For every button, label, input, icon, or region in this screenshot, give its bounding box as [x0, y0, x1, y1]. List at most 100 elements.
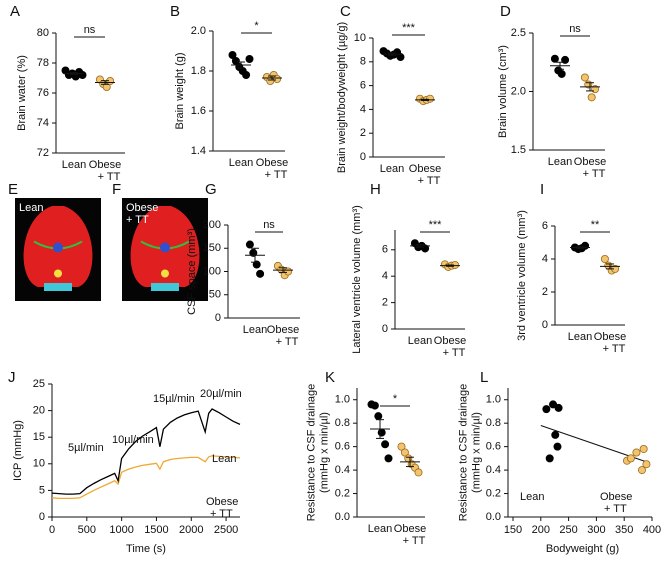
data-point	[374, 412, 383, 421]
x-tick-label: Obese	[434, 335, 466, 347]
x-tick-label: Obese	[394, 523, 426, 535]
x-tick-label: 500	[78, 524, 96, 536]
panel-letter: J	[8, 369, 16, 386]
third-ventricle	[160, 242, 170, 253]
y-tick-label: 0	[542, 319, 548, 331]
x-tick-label: + TT	[603, 343, 626, 355]
y-axis-title: CSF space (mm³)	[186, 228, 198, 315]
data-point	[600, 254, 609, 263]
y-tick-label: 150	[203, 242, 221, 254]
y-tick-label: 6	[542, 220, 548, 232]
x-tick-label: + TT	[265, 169, 288, 181]
series-label: Lean	[212, 453, 236, 465]
y-tick-label: 2	[542, 286, 548, 298]
third-ventricle	[53, 242, 63, 253]
y-tick-label: 1.4	[191, 145, 206, 157]
data-point	[245, 240, 254, 249]
flow-rate-annotation: 10µl/min	[112, 434, 154, 446]
y-tick-label: 4	[382, 270, 388, 282]
x-tick-label: + TT	[98, 171, 121, 183]
panel-letter: C	[340, 3, 351, 20]
x-tick-label: Obese	[89, 159, 121, 171]
panel-letter: I	[540, 181, 544, 198]
x-tick-label: Lean	[368, 523, 392, 535]
y-tick-label: 25	[33, 378, 45, 390]
y-tick-label: 10	[33, 458, 45, 470]
y-tick-label: 20	[33, 405, 45, 417]
y-tick-label: 6	[360, 80, 366, 92]
x-tick-label: 400	[643, 524, 661, 536]
brain-stem	[151, 283, 179, 291]
data-point	[284, 267, 293, 276]
y-tick-label: 0.4	[486, 464, 501, 476]
y-tick-label: 0	[39, 511, 45, 523]
data-point	[561, 55, 570, 64]
data-point	[242, 71, 251, 80]
x-tick-label: 350	[615, 524, 633, 536]
x-tick-label: 200	[532, 524, 550, 536]
panel-letter: H	[370, 181, 381, 198]
group-label: Obese	[600, 491, 632, 503]
data-point	[397, 442, 406, 451]
data-point	[642, 460, 651, 469]
data-point	[384, 454, 393, 463]
y-tick-label: 1.0	[486, 394, 501, 406]
panel-letter: L	[480, 369, 488, 386]
data-point	[400, 448, 409, 457]
y-tick-label: 0.8	[335, 417, 350, 429]
y-tick-label: 4	[542, 253, 548, 265]
significance-label: **	[591, 219, 600, 231]
series-label: Obese	[206, 496, 238, 508]
y-axis-title: Brain weight/bodyweight (µg/g)	[336, 22, 348, 173]
panel-letter: B	[170, 3, 180, 20]
data-point	[252, 260, 261, 269]
x-tick-label: + TT	[443, 347, 466, 359]
x-tick-label: Obese	[409, 163, 441, 175]
y-tick-label: 1.8	[191, 65, 206, 77]
data-point	[545, 454, 554, 463]
y-axis-title: (mmHg x min/µl)	[470, 412, 482, 493]
data-point	[580, 73, 589, 82]
data-point	[102, 83, 111, 92]
series-line	[51, 455, 241, 500]
data-point	[626, 454, 635, 463]
data-point	[370, 401, 379, 410]
y-tick-label: 2.0	[191, 25, 206, 37]
y-axis-title: (mmHg x min/µl)	[318, 412, 330, 493]
data-point	[549, 400, 558, 409]
x-tick-label: 1000	[109, 524, 133, 536]
y-tick-label: 0	[360, 151, 366, 163]
data-point	[396, 53, 405, 62]
y-tick-label: 15	[33, 431, 45, 443]
series-line	[51, 408, 241, 495]
data-point	[550, 54, 559, 63]
x-tick-label: Obese	[256, 157, 288, 169]
data-point	[256, 269, 265, 278]
y-tick-label: 0.2	[486, 487, 501, 499]
data-point	[426, 94, 435, 103]
y-tick-label: 80	[37, 27, 49, 39]
x-tick-label: 2000	[179, 524, 203, 536]
data-point	[228, 51, 237, 60]
panel-letter: E	[8, 181, 18, 198]
data-point	[554, 403, 563, 412]
y-axis-title: Brain volume (cm³)	[497, 45, 509, 138]
data-point	[381, 440, 390, 449]
data-point	[637, 466, 646, 475]
image-label: Lean	[19, 202, 43, 214]
y-tick-label: 72	[37, 147, 49, 159]
data-point	[639, 444, 648, 453]
y-tick-label: 2.0	[511, 85, 526, 97]
x-tick-label: Obese	[267, 324, 299, 336]
panel-letter: D	[500, 3, 511, 20]
y-axis-title: Lateral ventricle volume (mm³)	[351, 205, 363, 354]
x-tick-label: Obese	[594, 331, 626, 343]
y-tick-label: 8	[360, 56, 366, 68]
x-tick-label: 2500	[214, 524, 238, 536]
x-tick-label: Lean	[380, 163, 404, 175]
y-axis-title: Resistance to CSF drainage	[305, 384, 317, 522]
data-point	[557, 69, 566, 78]
flow-rate-annotation: 20µl/min	[200, 388, 242, 400]
data-point	[587, 93, 596, 102]
